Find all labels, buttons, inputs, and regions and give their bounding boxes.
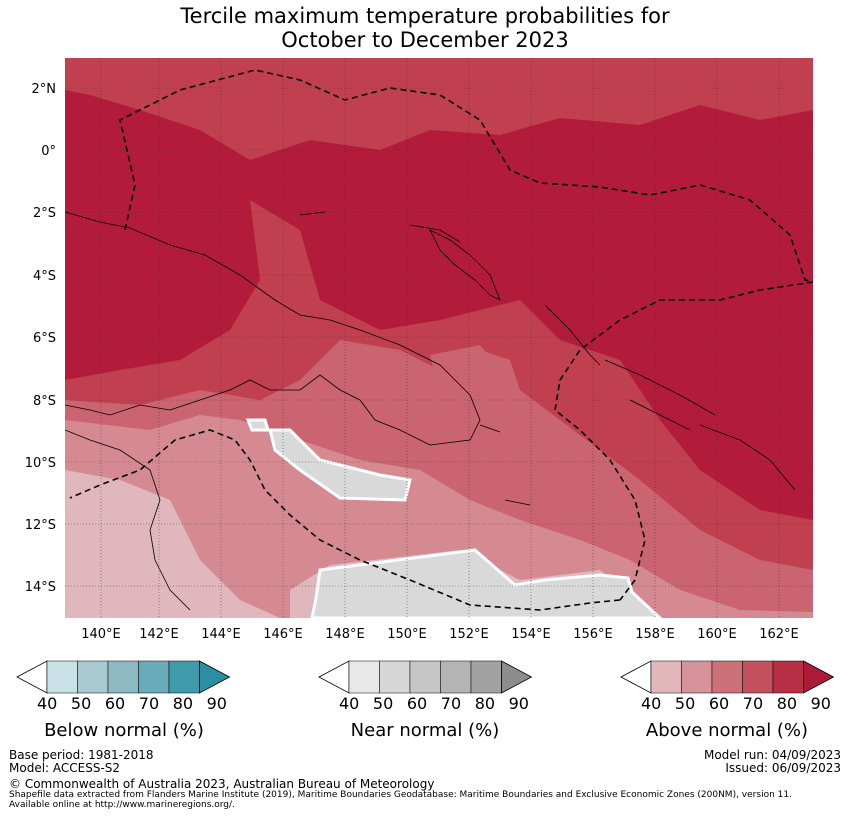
- colorbar-segment: [711, 660, 743, 694]
- colorbar-label-above: Above normal (%): [645, 720, 809, 741]
- tick: 60: [708, 694, 730, 713]
- lat-label: 2°N: [32, 82, 57, 97]
- graticule: [65, 58, 813, 618]
- tick: 50: [372, 694, 394, 713]
- lon-label: 158°E: [635, 627, 675, 642]
- colorbar-max-triangle: [803, 660, 835, 694]
- tick: 40: [641, 694, 662, 713]
- lon-label: 162°E: [759, 627, 799, 642]
- lat-label: 2°S: [33, 206, 56, 221]
- lat-label: 4°S: [33, 269, 56, 284]
- colorbar-segment: [772, 660, 804, 694]
- colorbar-segment: [46, 660, 78, 694]
- field-above-50-west: [65, 470, 280, 618]
- colorbar-segment: [348, 660, 380, 694]
- colorbar-ticks-above: 40 50 60 70 80 90: [641, 694, 831, 713]
- eez-boundaries: [69, 69, 813, 611]
- colorbar-near-normal: [318, 660, 533, 694]
- lon-label: 156°E: [573, 627, 613, 642]
- copyright: © Commonwealth of Australia 2023, Austra…: [9, 777, 435, 791]
- field-above-70-patch: [430, 345, 510, 400]
- lon-label: 140°E: [81, 627, 121, 642]
- colorbar-below-normal: [16, 660, 231, 694]
- lat-label: 6°S: [33, 331, 56, 346]
- colorbar-above-normal: [620, 660, 835, 694]
- lon-label: 154°E: [511, 627, 551, 642]
- tick: 70: [742, 694, 764, 713]
- colorbar-min-triangle: [318, 660, 350, 694]
- tick: 80: [776, 694, 798, 713]
- probability-field: [65, 58, 813, 618]
- field-above-80-north-2: [65, 58, 400, 105]
- tick: 60: [406, 694, 428, 713]
- colorbar-min-triangle: [16, 660, 48, 694]
- tick: 40: [339, 694, 360, 713]
- tick: 80: [474, 694, 496, 713]
- lat-label: 8°S: [33, 394, 56, 409]
- near-normal-patch-1: [268, 428, 412, 502]
- lat-label: 12°S: [25, 518, 56, 533]
- tick: 60: [104, 694, 126, 713]
- colorbar-segment: [681, 660, 713, 694]
- tick: 90: [206, 694, 227, 713]
- colorbar-segment: [168, 660, 200, 694]
- shapefile-url: Available online at http://www.marinereg…: [9, 800, 235, 810]
- issued-date: Issued: 06/09/2023: [725, 761, 841, 775]
- tick: 90: [508, 694, 529, 713]
- shapefile-credit: Shapefile data extracted from Flanders M…: [9, 790, 792, 800]
- tick: 40: [37, 694, 58, 713]
- map-title: Tercile maximum temperature probabilitie…: [0, 4, 850, 52]
- near-normal-patch-2: [245, 418, 271, 432]
- lat-label: 0°: [41, 144, 56, 159]
- colorbar-segment: [107, 660, 139, 694]
- colorbar-segment: [650, 660, 682, 694]
- lon-label: 144°E: [201, 627, 241, 642]
- colorbar-segment: [742, 660, 774, 694]
- colorbar-max-triangle: [501, 660, 533, 694]
- colorbar-segment: [77, 660, 109, 694]
- tick: 90: [810, 694, 831, 713]
- colorbar-label-near: Near normal (%): [350, 720, 500, 741]
- longitude-labels: 140°E 142°E 144°E 146°E 148°E 150°E 152°…: [81, 627, 799, 642]
- lon-label: 152°E: [449, 627, 489, 642]
- base-period: Base period: 1981-2018: [9, 748, 154, 762]
- colorbar-ticks-below: 40 50 60 70 80 90: [37, 694, 227, 713]
- latitude-labels: 2°N 0° 2°S 4°S 6°S 8°S 10°S 12°S 14°S: [25, 82, 56, 595]
- lon-label: 148°E: [325, 627, 365, 642]
- lat-label: 10°S: [25, 456, 56, 471]
- model-name: Model: ACCESS-S2: [9, 761, 121, 775]
- tick: 70: [440, 694, 462, 713]
- colorbar-segment: [409, 660, 441, 694]
- colorbar-segment: [440, 660, 472, 694]
- lon-label: 146°E: [263, 627, 303, 642]
- colorbar-label-below: Below normal (%): [44, 720, 204, 741]
- colorbar-min-triangle: [620, 660, 652, 694]
- colorbar-segment: [379, 660, 411, 694]
- tick: 80: [172, 694, 194, 713]
- lat-label: 14°S: [25, 580, 56, 595]
- lon-label: 160°E: [697, 627, 737, 642]
- tick: 50: [70, 694, 92, 713]
- lon-label: 150°E: [387, 627, 427, 642]
- colorbar-segment: [470, 660, 502, 694]
- colorbar-ticks-near: 40 50 60 70 80 90: [339, 694, 529, 713]
- near-normal-patch-3: [310, 548, 663, 618]
- lon-label: 142°E: [139, 627, 179, 642]
- model-run: Model run: 04/09/2023: [703, 748, 841, 762]
- colorbar-segment: [138, 660, 170, 694]
- title-line-1: Tercile maximum temperature probabilitie…: [180, 4, 670, 28]
- colorbar-max-triangle: [199, 660, 231, 694]
- tick: 50: [674, 694, 696, 713]
- title-line-2: October to December 2023: [281, 28, 569, 52]
- tick: 70: [138, 694, 160, 713]
